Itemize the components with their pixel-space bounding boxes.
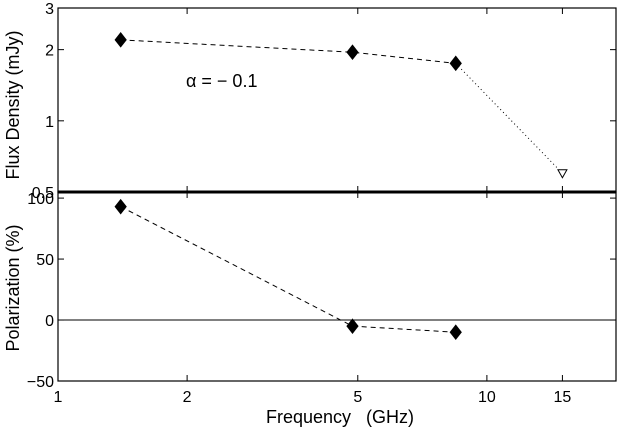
top-y-axis-label: Flux Density (mJy) bbox=[3, 30, 23, 179]
bottom-xtick-labels: 1 2 5 10 15 bbox=[54, 389, 572, 406]
x-axis-label: Frequency (GHz) bbox=[266, 407, 414, 427]
bottom-plot-frame bbox=[57, 191, 617, 382]
x-tick-label: 5 bbox=[353, 389, 362, 406]
data-point-diamond bbox=[449, 55, 462, 72]
spectral-index-annotation: α = − 0.1 bbox=[186, 71, 257, 91]
top-ticks bbox=[57, 7, 616, 193]
bottom-series bbox=[114, 198, 462, 341]
bottom-y-axis-label: Polarization (%) bbox=[3, 224, 23, 351]
x-tick-label: 2 bbox=[183, 389, 192, 406]
y-tick-label: 2 bbox=[45, 43, 54, 60]
x-tick-label: 1 bbox=[54, 389, 63, 406]
data-point-diamond bbox=[114, 32, 127, 48]
bottom-ticks bbox=[57, 192, 616, 382]
x-tick-label: 15 bbox=[554, 389, 572, 406]
y-tick-label: 100 bbox=[27, 191, 54, 208]
data-point-diamond bbox=[346, 44, 359, 61]
flux-limit-line bbox=[455, 63, 563, 174]
data-point-diamond bbox=[114, 198, 127, 215]
top-ytick-labels: 0.5 1 2 3 bbox=[32, 1, 54, 202]
data-point-diamond bbox=[449, 324, 462, 341]
y-tick-label: 0.5 bbox=[32, 185, 54, 202]
bottom-ytick-labels: −50 0 50 100 bbox=[27, 191, 54, 391]
top-series bbox=[114, 32, 568, 179]
flux-series-line bbox=[120, 39, 456, 64]
y-tick-label: 50 bbox=[36, 252, 54, 269]
y-tick-label: −50 bbox=[27, 374, 54, 391]
bottom-panel: −50 0 50 100 1 2 5 10 15 Polarization (%) Frequ… bbox=[3, 191, 617, 427]
upper-limit-point bbox=[557, 169, 568, 179]
top-panel: 0.5 1 2 3 α = − 0.1 Flux Density (mJy) bbox=[3, 1, 617, 202]
y-tick-label: 3 bbox=[45, 1, 54, 18]
data-point-diamond bbox=[346, 318, 359, 334]
top-plot-frame bbox=[57, 7, 617, 193]
x-tick-label: 10 bbox=[478, 389, 496, 406]
y-tick-label: 1 bbox=[45, 114, 54, 131]
y-tick-label: 0 bbox=[45, 313, 54, 330]
polarization-series-line bbox=[120, 206, 456, 333]
